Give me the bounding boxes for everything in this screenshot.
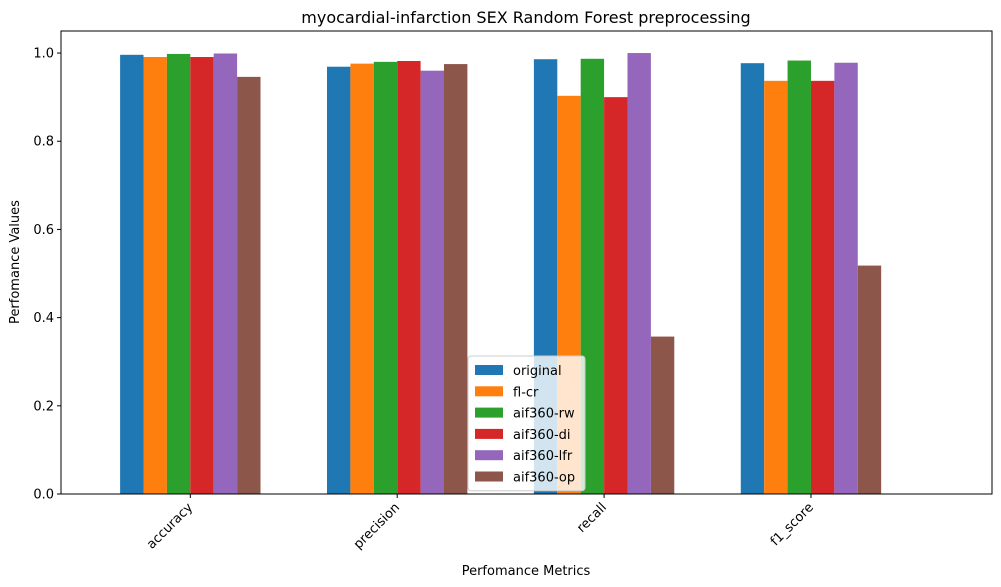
bar-aif360-rw-recall: [580, 58, 605, 494]
bar-fl-cr-f1_score: [764, 80, 788, 494]
bar-aif360-lfr-precision: [420, 70, 444, 494]
plot-frame: [60, 30, 993, 495]
bar-original-f1_score: [740, 63, 765, 495]
y-tick-label: 0.8: [33, 135, 54, 150]
bar-aif360-di-f1_score: [810, 80, 835, 494]
x-tick-label-precision: precision: [351, 500, 403, 552]
bar-aif360-di-accuracy: [190, 57, 214, 495]
legend-label-original: original: [513, 364, 562, 379]
legend-swatch-fl-cr: [475, 386, 503, 397]
bar-aif360-op-precision: [443, 64, 468, 495]
bar-aif360-di-recall: [604, 97, 628, 495]
bar-aif360-rw-precision: [373, 61, 398, 494]
bar-original-accuracy: [120, 54, 144, 494]
legend-label-fl-cr: fl-cr: [513, 385, 539, 400]
bar-aif360-lfr-accuracy: [213, 53, 238, 494]
x-axis: accuracy precision recall f1_score: [144, 494, 817, 552]
bar-fl-cr-accuracy: [143, 57, 167, 495]
legend-label-aif360-lfr: aif360-lfr: [513, 449, 573, 464]
y-tick-label: 0.0: [33, 488, 54, 503]
chart-title: myocardial-infarction SEX Random Forest …: [301, 8, 750, 27]
x-tick-label-recall: recall: [574, 500, 610, 536]
bar-aif360-lfr-recall: [627, 53, 651, 495]
y-axis: 0.0 0.2 0.4 0.6 0.8 1.0: [33, 47, 61, 503]
bar-original-precision: [326, 66, 351, 495]
legend-label-aif360-di: aif360-di: [513, 428, 571, 443]
bar-fl-cr-precision: [350, 63, 374, 494]
x-tick-label-f1_score: f1_score: [768, 500, 817, 549]
y-tick-label: 0.4: [33, 311, 54, 326]
y-axis-label: Perfomance Values: [8, 200, 23, 324]
legend-swatch-aif360-op: [475, 471, 503, 482]
legend-swatch-aif360-di: [475, 428, 503, 439]
legend-label-aif360-op: aif360-op: [513, 471, 575, 486]
y-tick-label: 0.6: [33, 223, 54, 238]
y-tick-label: 1.0: [33, 47, 54, 62]
bar-aif360-rw-f1_score: [787, 60, 811, 494]
bar-aif360-op-f1_score: [857, 265, 882, 494]
legend: original fl-cr aif360-rw aif360-di aif360-lf…: [467, 355, 586, 492]
legend-swatch-aif360-lfr: [475, 450, 503, 461]
bar-aif360-op-recall: [650, 336, 675, 494]
bar-aif360-di-precision: [397, 60, 421, 494]
x-tick-label-accuracy: accuracy: [144, 500, 196, 552]
legend-label-aif360-rw: aif360-rw: [513, 407, 575, 422]
y-tick-label: 0.2: [33, 399, 54, 414]
x-axis-label: Perfomance Metrics: [462, 564, 591, 579]
legend-swatch-original: [475, 365, 503, 375]
legend-swatch-aif360-rw: [475, 407, 503, 418]
bar-aif360-op-accuracy: [237, 76, 261, 495]
bar-aif360-lfr-f1_score: [834, 62, 858, 495]
bar-aif360-rw-accuracy: [166, 53, 191, 494]
